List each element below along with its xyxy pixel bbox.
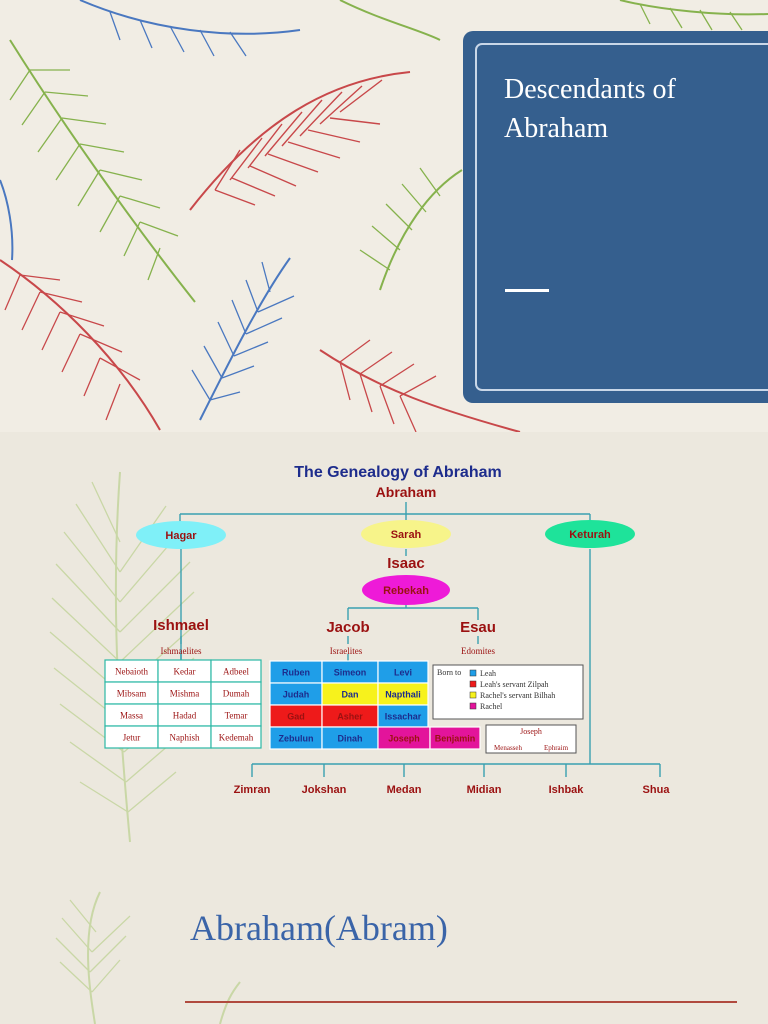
jacob-son-cell	[429, 726, 481, 750]
slide-title: Descendants of Abraham	[504, 74, 676, 144]
joseph-box-title: Joseph	[520, 727, 542, 736]
title-card-border	[475, 43, 768, 391]
ishmael-son-name: Mishma	[170, 689, 200, 699]
ishmael-son-name: Temar	[225, 711, 248, 721]
rebekah-label: Rebekah	[383, 585, 429, 597]
green-feather-icon	[9, 39, 463, 303]
jacob-son-name: Dinah	[337, 734, 362, 744]
legend-swatch	[469, 702, 477, 710]
ishmael-son-name: Naphish	[170, 733, 200, 743]
ishmael-son-name: Nebaioth	[115, 667, 148, 677]
rebekah-node	[362, 575, 450, 605]
title-dash	[505, 289, 549, 292]
jacob-label: Jacob	[326, 619, 369, 636]
jacob-son-name: Levi	[394, 668, 412, 678]
joseph-sons-box	[485, 724, 577, 754]
keturah-son-name: Ishbak	[549, 784, 585, 796]
legend-label: Leah's servant Zilpah	[480, 680, 549, 689]
ishmael-son-name: Kedemah	[219, 733, 254, 743]
jacob-son-name: Simeon	[334, 668, 367, 678]
ishmael-sons-table: Nebaioth Kedar Adbeel Mibsam Mishma Dumah Mass…	[104, 659, 262, 749]
mother-legend	[432, 664, 584, 720]
legend-label: Leah	[480, 669, 496, 678]
menasseh-label: Menasseh	[494, 744, 522, 752]
edomites-label: Edomites	[461, 646, 495, 656]
keturah-son-name: Zimran	[234, 784, 271, 796]
ishmael-son-name: Hadad	[173, 711, 197, 721]
ishmaelites-label: Ishmaelites	[161, 646, 202, 656]
legend-label: Rachel's servant Bilhah	[480, 691, 555, 700]
caption-underline	[185, 1001, 737, 1003]
sarah-label: Sarah	[391, 529, 422, 541]
ishmael-son-cell	[210, 725, 262, 749]
ishmael-son-name: Mibsam	[117, 689, 147, 699]
keturah-sons: Zimran Jokshan Medan Midian Ishbak Shua	[234, 784, 671, 796]
keturah-son-name: Medan	[387, 784, 422, 796]
jacob-son-name: Ruben	[282, 668, 310, 678]
title-card	[463, 31, 768, 403]
hagar-node	[136, 521, 226, 549]
jacob-son-name: Issachar	[385, 712, 422, 722]
ishmael-son-name: Jetur	[123, 733, 141, 743]
israelites-label: Israelites	[330, 646, 363, 656]
keturah-son-name: Jokshan	[302, 784, 347, 796]
green-feather-icon	[339, 0, 768, 41]
jacob-son-name: Judah	[283, 690, 310, 700]
legend-items: Leah Leah's servant Zilpah Rachel's servan…	[469, 669, 555, 711]
esau-label: Esau	[460, 619, 496, 636]
legend-swatch	[469, 669, 477, 677]
jacob-son-name: Zebulun	[279, 734, 314, 744]
ishmael-son-name: Kedar	[174, 667, 196, 677]
genealogy-chart: The Genealogy of Abraham Abraham Hagar S…	[104, 464, 671, 796]
legend-label: Rachel	[480, 702, 503, 711]
ishmael-son-name: Dumah	[223, 689, 250, 699]
sarah-node	[361, 520, 451, 548]
isaac-label: Isaac	[387, 555, 425, 572]
keturah-node	[545, 520, 635, 548]
jacob-son-name: Asher	[337, 712, 363, 722]
jacob-sons-table: Ruben Simeon Levi Judah Dan Napthali Gad Asher I…	[269, 660, 481, 750]
abraham-label: Abraham	[376, 484, 437, 500]
blue-feather-icon	[0, 0, 301, 421]
ishmael-label: Ishmael	[153, 617, 209, 634]
keturah-label: Keturah	[569, 529, 611, 541]
content-slide: The Genealogy of Abraham Abraham Hagar S…	[0, 432, 768, 1024]
keturah-son-name: Shua	[643, 784, 671, 796]
keturah-son-name: Midian	[467, 784, 502, 796]
legend-swatch	[469, 680, 477, 688]
jacob-son-name: Napthali	[385, 690, 421, 700]
ishmael-son-name: Adbeel	[223, 667, 249, 677]
jacob-son-name: Dan	[341, 690, 358, 700]
red-feather-icon	[189, 71, 411, 211]
chart-heading: The Genealogy of Abraham	[294, 464, 501, 481]
jacob-son-name: Gad	[287, 712, 305, 722]
ishmael-son-name: Massa	[120, 711, 143, 721]
title-slide: Descendants of Abraham	[0, 0, 768, 432]
legend-title: Born to	[437, 668, 461, 677]
ephraim-label: Ephraim	[544, 744, 569, 752]
hagar-label: Hagar	[165, 530, 197, 542]
red-feather-icon	[0, 259, 521, 432]
feather-background	[0, 0, 768, 432]
jacob-son-name: Joseph	[388, 734, 420, 744]
legend-swatch	[469, 691, 477, 699]
jacob-son-name: Benjamin	[435, 734, 476, 744]
slide-caption: Abraham(Abram)	[190, 908, 448, 948]
